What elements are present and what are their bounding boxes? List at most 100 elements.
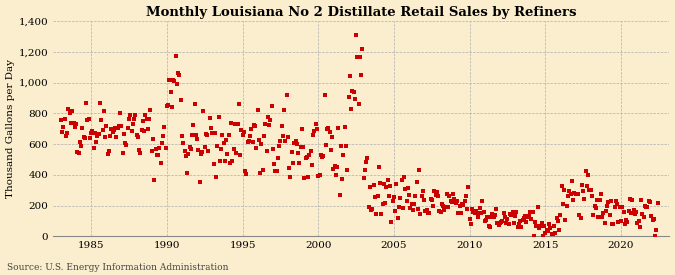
Point [497,218,508,223]
Point [477,199,487,204]
Point [167,104,178,109]
Point [231,150,242,155]
Point [269,162,279,166]
Point [132,135,143,139]
Point [159,125,169,129]
Point [594,197,605,202]
Point [111,135,122,139]
Point [292,142,302,146]
Point [234,102,244,106]
Point [488,215,499,219]
Point [157,141,167,145]
Point [514,222,524,226]
Point [116,123,127,128]
Point [95,101,105,106]
Point [543,222,554,226]
Point [605,199,616,203]
Point [319,93,330,97]
Point [418,189,429,193]
Point [86,131,97,136]
Point [562,204,572,208]
Point [563,194,574,198]
Point [611,199,622,203]
Point [385,184,396,188]
Point [624,197,635,201]
Point [281,93,292,97]
Point [400,187,410,191]
Point [323,126,333,130]
Point [135,150,146,155]
Point [255,171,266,175]
Point [521,220,532,224]
Point [591,206,601,210]
Point [649,233,660,238]
Point [346,107,356,111]
Point [601,204,612,208]
Point [160,145,171,150]
Point [431,190,442,194]
Point [441,192,452,197]
Point [394,204,404,209]
Point [312,126,323,131]
Point [271,169,282,174]
Point [264,123,275,127]
Point [597,215,608,219]
Point [632,220,643,225]
Point [364,185,375,189]
Point [470,209,481,213]
Point [636,197,647,202]
Point [324,130,335,134]
Point [569,191,580,196]
Point [617,205,628,210]
Point [424,211,435,216]
Point [579,197,590,201]
Point [649,217,659,222]
Point [404,193,414,198]
Point [333,126,344,130]
Point [456,210,466,215]
Point [72,150,83,154]
Point [506,213,516,218]
Point [149,178,160,183]
Point [508,221,519,225]
Point [246,126,256,131]
Point [353,101,364,106]
Point [411,180,422,185]
Point [67,109,78,114]
Point [298,144,308,149]
Point [448,191,458,196]
Point [275,139,286,144]
Point [83,116,94,121]
Point [343,95,354,99]
Point [76,144,86,148]
Point [372,194,383,199]
Point [410,194,421,198]
Point [524,210,535,214]
Point [518,216,529,221]
Point [476,211,487,215]
Point [105,134,115,138]
Point [626,211,637,216]
Point [396,178,407,182]
Point [535,224,545,228]
Point [598,211,609,216]
Point [545,226,556,230]
Point [199,145,210,149]
Point [444,193,455,198]
Point [433,194,443,198]
Point [401,199,412,203]
Point [435,210,446,214]
Point [643,199,654,203]
Point [87,129,98,133]
Point [259,134,269,138]
Point [125,113,136,117]
Point [473,215,484,219]
Point [652,201,663,206]
Point [601,209,612,213]
Point [280,139,291,143]
Point [568,198,578,203]
Point [425,197,436,201]
Title: Monthly Louisiana No 2 Distillate Retail Sales by Refiners: Monthly Louisiana No 2 Distillate Retail… [146,6,576,18]
Point [334,192,345,197]
Point [109,128,119,132]
